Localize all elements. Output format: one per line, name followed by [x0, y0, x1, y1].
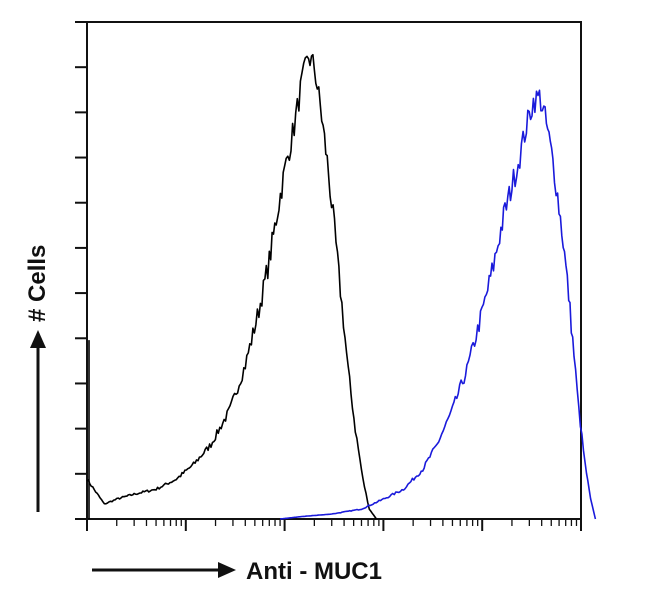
y-axis-label: # Cells	[24, 245, 51, 322]
muc1-histogram-line	[279, 89, 597, 520]
x-axis-ticks	[86, 519, 582, 531]
y-axis-label-group: # Cells	[24, 245, 51, 512]
x-axis-label-group: Anti - MUC1	[92, 558, 382, 585]
x-axis-arrow-head	[218, 562, 236, 578]
y-axis-arrow-head	[30, 330, 46, 348]
plot-frame	[86, 21, 582, 520]
y-axis-ticks	[75, 21, 87, 520]
series-layer	[86, 53, 597, 520]
control-histogram-line	[86, 53, 378, 520]
x-axis-label: Anti - MUC1	[246, 558, 382, 585]
